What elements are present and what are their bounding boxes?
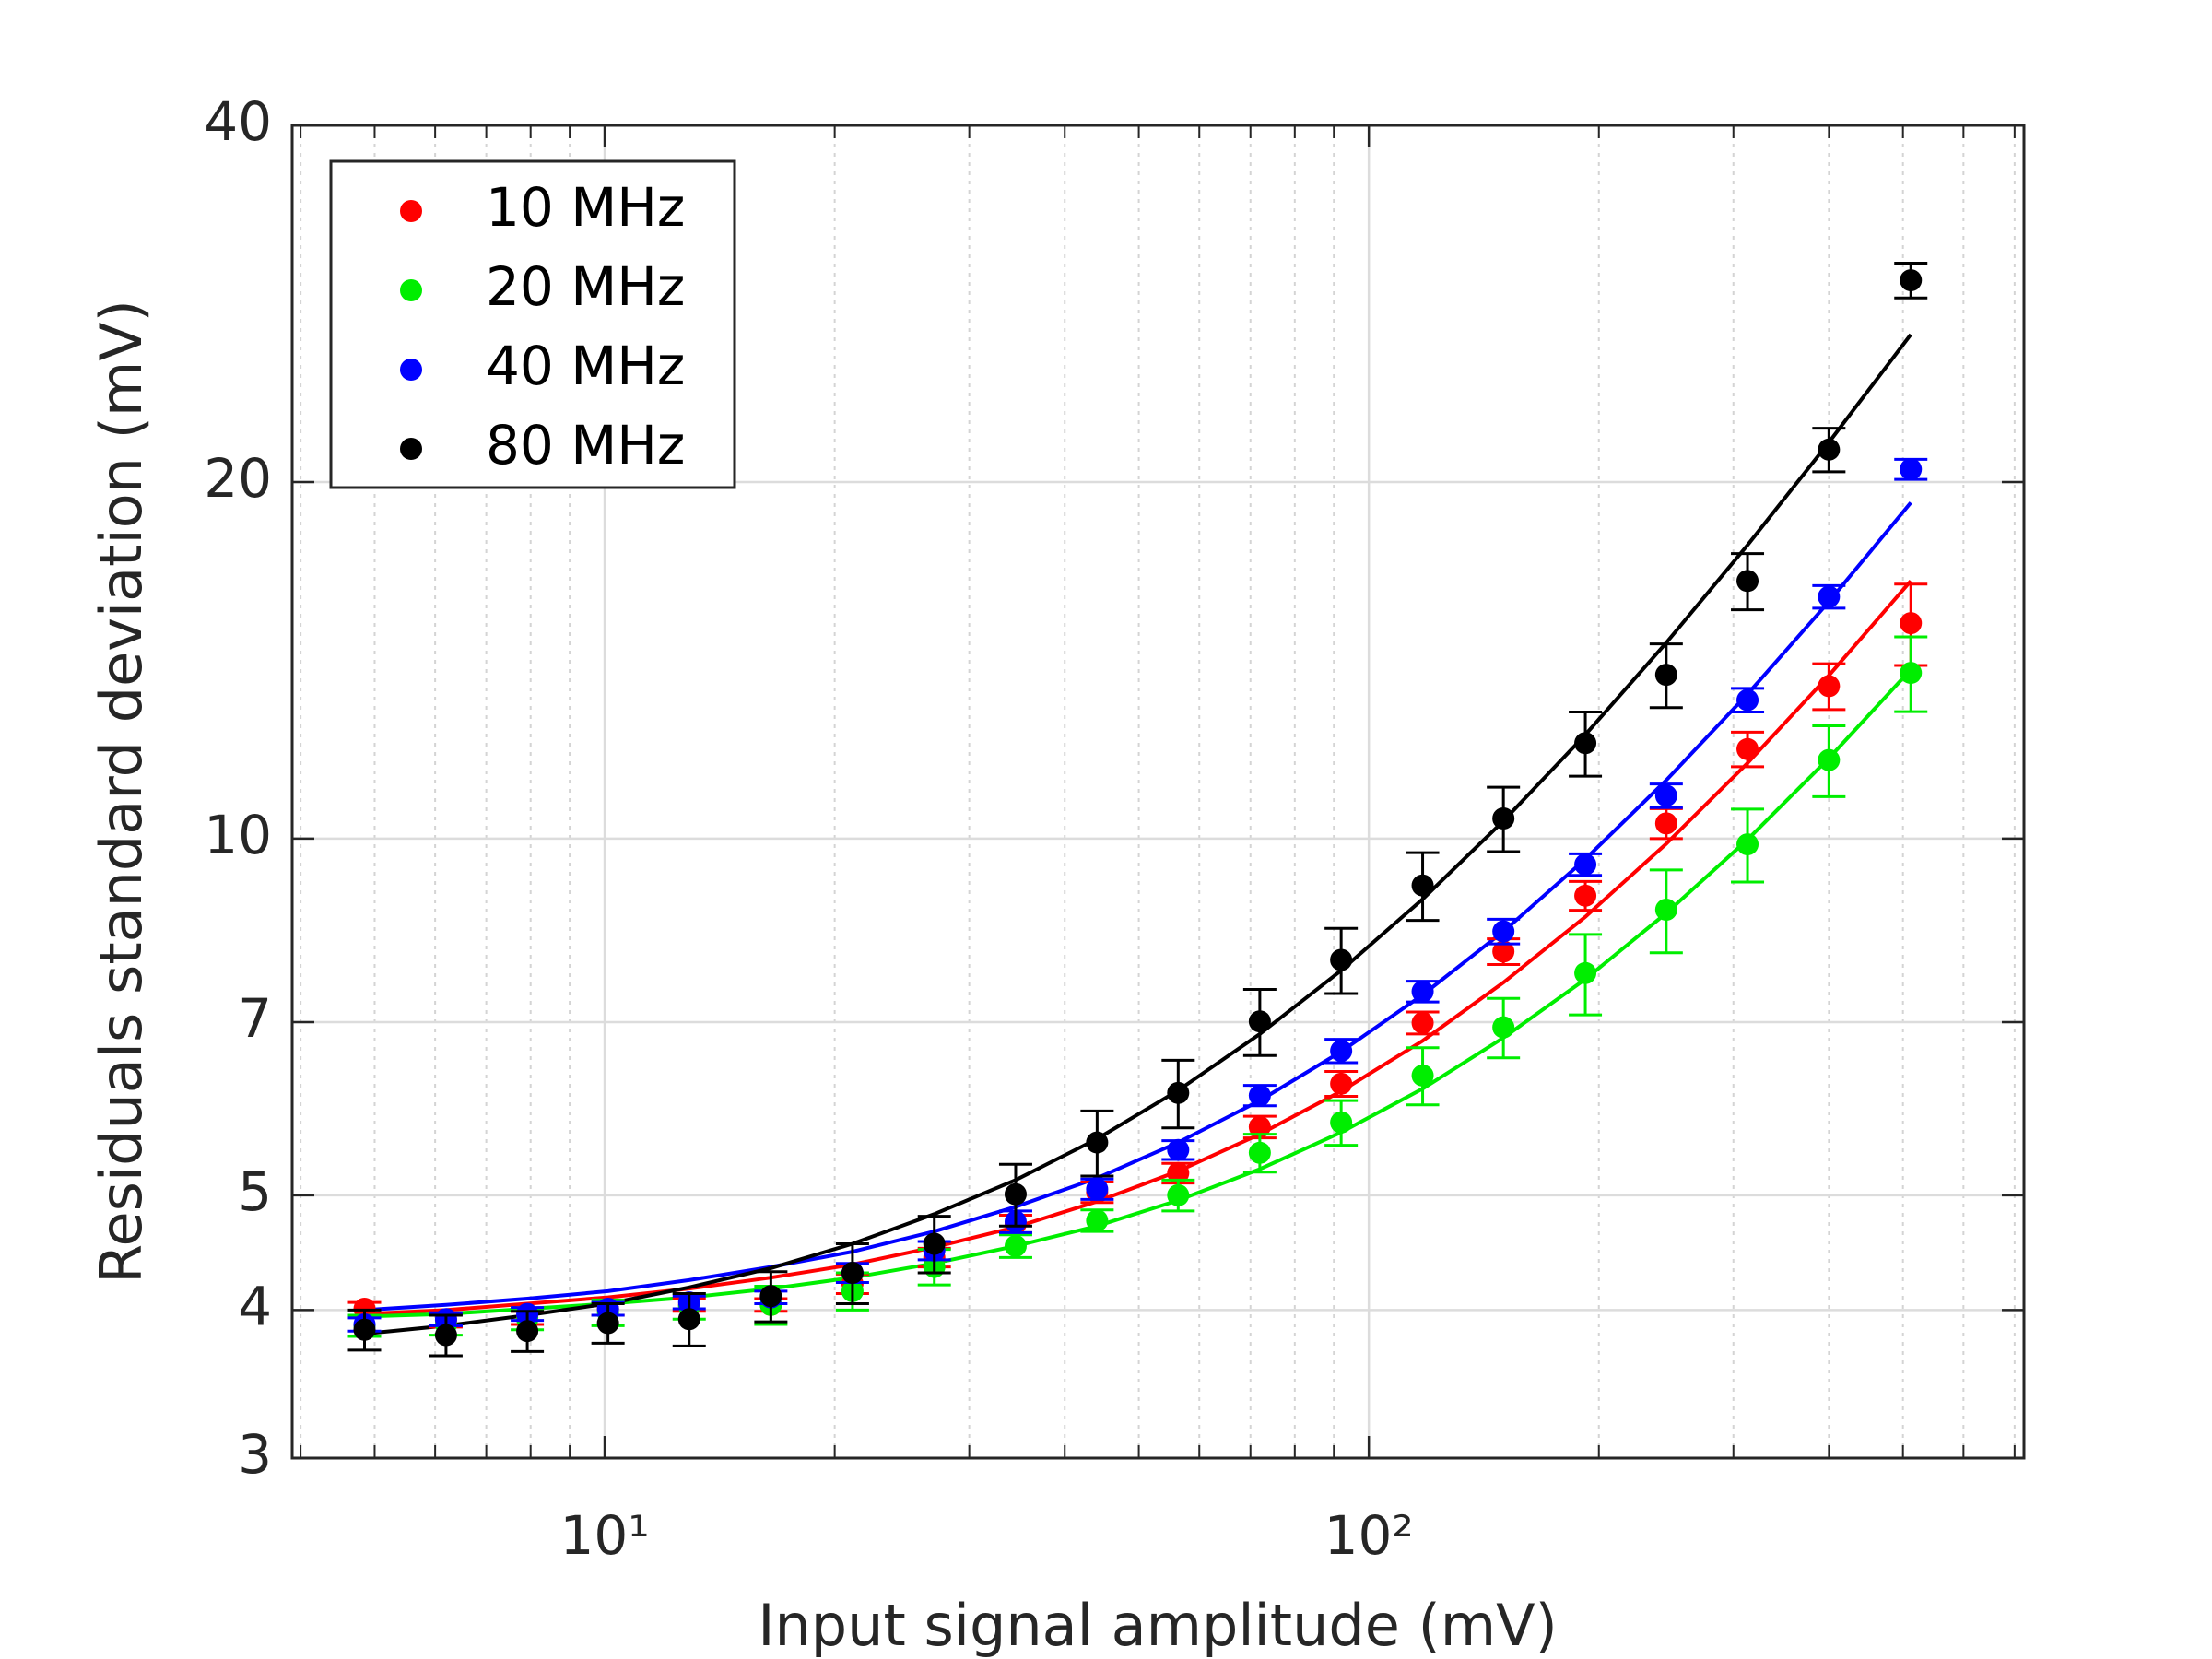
point	[1086, 1178, 1109, 1201]
point	[1736, 833, 1759, 856]
point	[1818, 675, 1841, 698]
x-tick-label: 10²	[1324, 1504, 1414, 1567]
point	[1167, 1183, 1190, 1206]
point	[1248, 1010, 1271, 1033]
y-tick-label: 5	[238, 1160, 272, 1223]
y-tick-label: 7	[238, 987, 272, 1050]
point	[841, 1262, 864, 1285]
point	[353, 1318, 376, 1341]
point	[1574, 732, 1597, 755]
legend-label: 20 MHz	[486, 255, 685, 318]
legend-marker	[400, 279, 422, 301]
fit-line	[364, 579, 1912, 1316]
point	[1330, 1040, 1353, 1063]
point	[1574, 884, 1597, 907]
point	[1574, 853, 1597, 876]
point	[1818, 438, 1841, 461]
point	[1411, 1064, 1434, 1087]
point	[1167, 1161, 1190, 1184]
point	[923, 1232, 946, 1255]
y-tick-label: 20	[204, 447, 272, 510]
point	[1330, 1072, 1353, 1095]
point	[1086, 1209, 1109, 1232]
x-tick-label: 10¹	[560, 1504, 650, 1567]
point	[1492, 1016, 1515, 1039]
y-tick-label: 4	[238, 1276, 272, 1338]
point	[1736, 570, 1759, 593]
point	[1492, 920, 1515, 943]
point	[1492, 806, 1515, 830]
point	[1654, 664, 1677, 687]
x-axis-label: Input signal amplitude (mV)	[758, 1592, 1558, 1659]
axes-frame	[290, 124, 2026, 1460]
point	[759, 1285, 782, 1308]
point	[1900, 662, 1923, 685]
legend-label: 40 MHz	[486, 335, 685, 397]
fit-line	[364, 501, 1912, 1312]
point	[1900, 612, 1923, 635]
point	[1900, 458, 1923, 481]
point	[1654, 898, 1677, 921]
point	[434, 1324, 457, 1347]
y-tick-label: 40	[204, 90, 272, 153]
point	[1004, 1182, 1027, 1206]
point	[1736, 688, 1759, 712]
legend-label: 80 MHz	[486, 414, 685, 477]
point	[1900, 269, 1923, 292]
point	[1654, 784, 1677, 807]
legend-box	[329, 159, 736, 489]
point	[1248, 1084, 1271, 1107]
point	[1818, 585, 1841, 608]
point	[1167, 1081, 1190, 1104]
plot-area	[347, 262, 1928, 1358]
legend-label: 10 MHz	[486, 176, 685, 239]
point	[1818, 748, 1841, 771]
y-tick-label: 3	[238, 1423, 272, 1486]
point	[677, 1308, 700, 1331]
point	[1411, 980, 1434, 1003]
point	[1411, 874, 1434, 897]
point	[1574, 961, 1597, 984]
point	[1330, 1111, 1353, 1134]
point	[1248, 1115, 1271, 1138]
legend-marker	[400, 200, 422, 222]
point	[596, 1312, 619, 1335]
point	[1248, 1141, 1271, 1164]
point	[1654, 812, 1677, 835]
point	[1167, 1138, 1190, 1161]
y-axis-label: Residuals standard deviation (mV)	[88, 300, 155, 1284]
point	[1330, 948, 1353, 971]
legend-marker	[400, 438, 422, 460]
point	[1736, 737, 1759, 760]
point	[1004, 1234, 1027, 1257]
point	[516, 1320, 539, 1343]
y-tick-label: 10	[204, 804, 272, 866]
legend: 10 MHz 20 MHz 40 MHz 80 MHz	[329, 159, 736, 489]
point	[1086, 1131, 1109, 1154]
point	[1492, 940, 1515, 963]
point	[1411, 1011, 1434, 1034]
legend-marker	[400, 359, 422, 381]
